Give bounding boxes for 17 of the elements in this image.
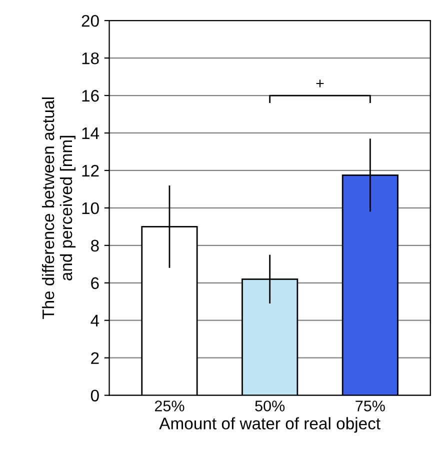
y-tick-label: 0 xyxy=(90,390,99,402)
x-tick-label: 75% xyxy=(356,400,385,412)
y-tick-label: 10 xyxy=(82,202,99,214)
x-axis-title: Amount of water of real object xyxy=(159,417,380,433)
y-tick-label: 12 xyxy=(82,164,99,176)
annotation: + xyxy=(316,80,324,88)
y-tick-label: 6 xyxy=(91,277,99,290)
x-tick-label: 25% xyxy=(154,400,184,412)
y-tick-label: 14 xyxy=(82,128,100,140)
y-tick-label: 8 xyxy=(91,240,99,252)
y-tick-label: 16 xyxy=(82,90,99,102)
y-tick-label: 18 xyxy=(82,52,99,64)
y-tick-label: 20 xyxy=(82,14,99,27)
y-tick-label: 2 xyxy=(91,352,99,364)
y-tick-label: 4 xyxy=(90,314,100,326)
x-tick-label: 50% xyxy=(255,400,285,412)
y-axis-title: The difference between actual and perceived [mm] xyxy=(42,98,76,320)
